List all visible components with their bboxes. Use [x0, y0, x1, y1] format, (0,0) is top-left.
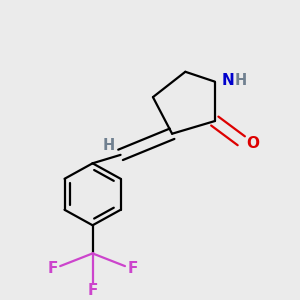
Text: F: F: [127, 261, 137, 276]
Text: F: F: [87, 284, 98, 298]
Text: H: H: [235, 73, 247, 88]
Text: F: F: [48, 261, 58, 276]
Text: N: N: [221, 73, 234, 88]
Text: O: O: [247, 136, 260, 151]
Text: H: H: [102, 138, 115, 153]
